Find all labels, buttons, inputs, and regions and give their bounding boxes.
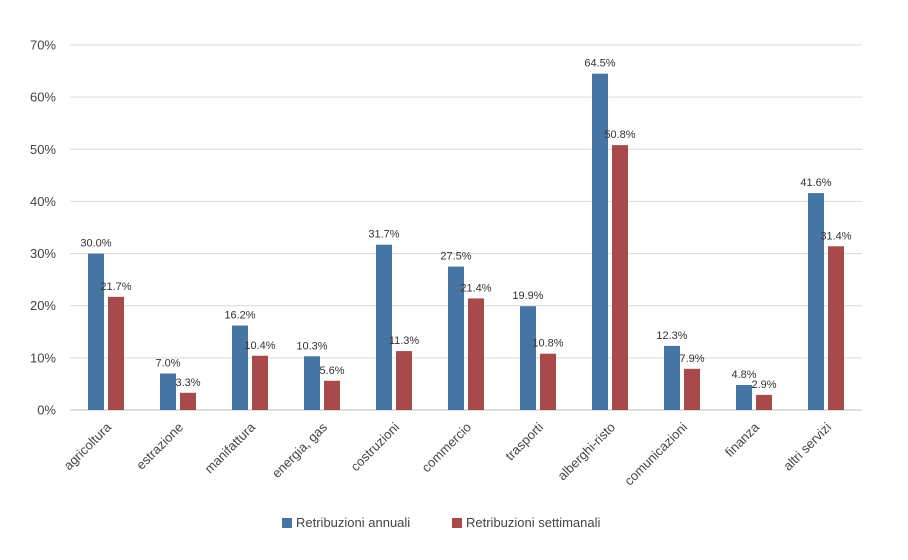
x-category-label: altri servizi (780, 419, 834, 473)
data-label: 3.3% (175, 377, 200, 389)
bar-weekly (684, 368, 700, 410)
y-tick-label: 0% (37, 403, 56, 418)
bar-weekly (612, 145, 628, 410)
bar-annual (808, 193, 824, 410)
bar-annual (88, 253, 104, 410)
data-label: 5.6% (319, 365, 344, 377)
y-tick-label: 50% (30, 142, 56, 157)
data-label: 10.4% (244, 340, 275, 352)
bars (88, 73, 844, 410)
data-label: 7.9% (679, 353, 704, 365)
bar-weekly (108, 296, 124, 410)
bar-annual (448, 266, 464, 410)
bar-weekly (468, 298, 484, 410)
bar-annual (160, 373, 176, 410)
x-category-label: manifattura (202, 419, 259, 476)
y-tick-label: 60% (30, 90, 56, 105)
y-tick-label: 70% (30, 38, 56, 53)
x-category-label: costruzioni (348, 419, 403, 474)
bar-annual (376, 244, 392, 410)
legend-swatch-weekly (452, 518, 462, 528)
x-category-label: energia, gas (269, 419, 331, 481)
data-label: 16.2% (224, 310, 255, 322)
data-label: 50.8% (604, 129, 635, 141)
data-label: 31.4% (820, 230, 851, 242)
bar-weekly (828, 246, 844, 410)
bar-annual (304, 356, 320, 410)
x-category-label: alberghi-risto (554, 420, 618, 484)
data-label: 7.0% (155, 358, 180, 370)
bar-weekly (252, 355, 268, 410)
x-category-label: agricoltura (61, 419, 115, 473)
bar-weekly (396, 351, 412, 410)
data-label: 31.7% (368, 229, 399, 241)
x-category-label: estrazione (133, 420, 186, 473)
legend-label: Retribuzioni settimanali (466, 515, 601, 530)
bar-annual (736, 384, 752, 410)
data-labels: 30.0% 7.0% 16.2% 10.3% 31.7% 27.5% 19.9% 64.5% 1… (80, 58, 851, 391)
y-axis-ticks: 0% 10% 20% 30% 40% 50% 60% 70% (30, 38, 56, 418)
bar-annual (520, 306, 536, 410)
legend-label: Retribuzioni annuali (296, 515, 410, 530)
bar-annual (232, 325, 248, 410)
y-tick-label: 10% (30, 350, 56, 365)
data-label: 21.4% (460, 282, 491, 294)
x-category-label: commercio (419, 420, 475, 476)
x-category-label: finanza (722, 419, 763, 460)
bar-annual (592, 73, 608, 410)
legend: Retribuzioni annuali Retribuzioni settima… (282, 515, 601, 530)
x-category-label: trasporti (502, 419, 546, 463)
data-label: 64.5% (584, 58, 615, 70)
data-label: 10.3% (296, 340, 327, 352)
data-label: 21.7% (100, 281, 131, 293)
x-category-label: comunicazioni (621, 419, 690, 488)
bar-weekly (324, 380, 340, 410)
bar-weekly (180, 392, 196, 410)
data-label: 2.9% (751, 379, 776, 391)
gridlines (70, 44, 862, 411)
bar-weekly (756, 394, 772, 410)
data-label: 4.8% (731, 369, 756, 381)
data-label: 30.0% (80, 238, 111, 250)
y-tick-label: 30% (30, 246, 56, 261)
x-axis-categories: agricoltura estrazione manifattura energia,… (61, 419, 835, 488)
y-tick-label: 20% (30, 298, 56, 313)
data-label: 27.5% (440, 251, 471, 263)
data-label: 10.8% (532, 338, 563, 350)
data-label: 19.9% (512, 290, 543, 302)
bar-weekly (540, 353, 556, 410)
data-label: 12.3% (656, 330, 687, 342)
legend-swatch-annual (282, 518, 292, 528)
bar-annual (664, 345, 680, 410)
data-label: 41.6% (800, 177, 831, 189)
y-tick-label: 40% (30, 194, 56, 209)
data-label: 11.3% (389, 335, 420, 347)
